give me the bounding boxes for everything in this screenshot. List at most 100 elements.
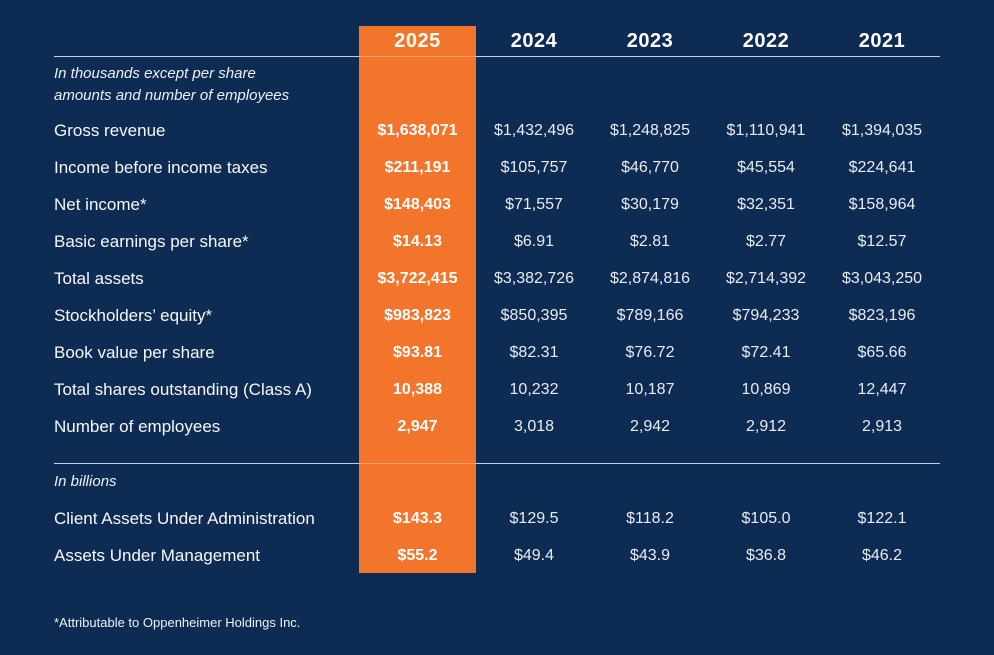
row-label: Number of employees — [54, 416, 221, 436]
value-cell-2023: $76.72 — [625, 343, 675, 361]
table-row-employees: Number of employees 2,947 3,018 2,942 2,… — [54, 408, 940, 445]
section2-note: In billions — [54, 472, 117, 490]
value-cell-2025: $14.13 — [393, 232, 442, 250]
table-row-shares-outstanding: Total shares outstanding (Class A) 10,38… — [54, 371, 940, 408]
value-cell-2024: $6.91 — [513, 232, 555, 250]
table-row-total-assets: Total assets $3,722,415 $3,382,726 $2,87… — [54, 260, 940, 297]
row-label: Net income* — [54, 194, 147, 214]
value-cell-2025: $211,191 — [384, 158, 451, 176]
year-header-row: 2025 2024 2023 2022 2021 — [54, 26, 940, 57]
year-header-2022: 2022 — [742, 30, 790, 52]
table-row-book-value: Book value per share $93.81 $82.31 $76.7… — [54, 334, 940, 371]
value-cell-2025: $3,722,415 — [377, 269, 458, 287]
value-cell-2023: $2,874,816 — [609, 269, 691, 287]
value-cell-2024: $1,432,496 — [493, 121, 575, 139]
section-rule-right — [476, 463, 940, 464]
value-cell-2025: $983,823 — [384, 306, 451, 324]
value-cell-2024: 3,018 — [513, 417, 555, 435]
value-cell-2023: $43.9 — [629, 546, 671, 564]
row-label: Client Assets Under Administration — [54, 508, 315, 528]
value-cell-2022: 10,869 — [741, 380, 791, 398]
value-cell-2021: $122.1 — [857, 509, 907, 527]
value-cell-2025: 10,388 — [393, 380, 442, 398]
value-cell-2021: $1,394,035 — [841, 121, 923, 139]
value-cell-2021: $823,196 — [848, 306, 916, 324]
year-header-2023: 2023 — [626, 30, 674, 52]
footnote: *Attributable to Oppenheimer Holdings In… — [54, 615, 301, 630]
table-row-stockholders-equity: Stockholders’ equity* $983,823 $850,395 … — [54, 297, 940, 334]
table-row-gross-revenue: Gross revenue $1,638,071 $1,432,496 $1,2… — [54, 112, 940, 149]
value-cell-2022: 2,912 — [745, 417, 787, 435]
section1-note-line1: In thousands except per share — [54, 64, 256, 82]
section-gap — [54, 445, 940, 463]
value-cell-2021: $46.2 — [861, 546, 903, 564]
value-cell-2023: $1,248,825 — [609, 121, 691, 139]
table-row-income-before-taxes: Income before income taxes $211,191 $105… — [54, 149, 940, 186]
table-row-basic-eps: Basic earnings per share* $14.13 $6.91 $… — [54, 223, 940, 260]
year-header-2021: 2021 — [858, 30, 906, 52]
value-cell-2024: $3,382,726 — [493, 269, 575, 287]
summary-table: 2025 2024 2023 2022 2021 In thousands ex… — [54, 26, 940, 574]
value-cell-2021: 12,447 — [857, 380, 907, 398]
value-cell-2022: $1,110,941 — [726, 121, 806, 139]
value-cell-2022: $36.8 — [745, 546, 787, 564]
section-rule-left — [54, 463, 359, 464]
value-cell-2021: $224,641 — [848, 158, 916, 176]
value-cell-2025: $1,638,071 — [377, 121, 458, 139]
value-cell-2023: $118.2 — [626, 509, 674, 527]
value-cell-2021: $3,043,250 — [841, 269, 923, 287]
table-row-assets-under-mgmt: Assets Under Management $55.2 $49.4 $43.… — [54, 537, 940, 574]
header-rule-over-highlight — [359, 56, 476, 57]
value-cell-2023: 2,942 — [629, 417, 671, 435]
value-cell-2022: $105.0 — [741, 509, 791, 527]
header-rule-right — [476, 56, 940, 57]
table-row-client-assets-admin: Client Assets Under Administration $143.… — [54, 500, 940, 537]
value-cell-2021: $65.66 — [857, 343, 907, 361]
value-cell-2022: $2.77 — [745, 232, 787, 250]
value-cell-2024: $850,395 — [500, 306, 568, 324]
value-cell-2022: $45,554 — [737, 158, 795, 176]
value-cell-2023: $789,166 — [616, 306, 684, 324]
value-cell-2023: 10,187 — [625, 380, 675, 398]
section-rule-over-highlight — [359, 463, 476, 464]
section1-note-line2: amounts and number of employees — [54, 86, 290, 104]
value-cell-2024: $82.31 — [509, 343, 559, 361]
value-cell-2021: 2,913 — [861, 417, 903, 435]
value-cell-2025: $148,403 — [384, 195, 451, 213]
section1-note: In thousands except per share amounts an… — [54, 63, 359, 107]
value-cell-2025: $93.81 — [393, 343, 442, 361]
row-label: Total assets — [54, 268, 144, 288]
value-cell-2023: $30,179 — [621, 195, 679, 213]
row-label: Income before income taxes — [54, 157, 268, 177]
row-label: Stockholders’ equity* — [54, 305, 213, 325]
section1-note-row: In thousands except per share amounts an… — [54, 57, 940, 112]
value-cell-2022: $72.41 — [741, 343, 791, 361]
row-label: Book value per share — [54, 342, 215, 362]
highlight-column-2025 — [359, 26, 476, 573]
value-cell-2023: $46,770 — [621, 158, 679, 176]
year-header-2025: 2025 — [394, 30, 441, 52]
year-header-2024: 2024 — [510, 30, 558, 52]
value-cell-2021: $158,964 — [848, 195, 916, 213]
row-label: Total shares outstanding (Class A) — [54, 379, 312, 399]
value-cell-2024: $49.4 — [513, 546, 555, 564]
table-row-net-income: Net income* $148,403 $71,557 $30,179 $32… — [54, 186, 940, 223]
section2-note-row: In billions — [54, 463, 940, 500]
row-label: Basic earnings per share* — [54, 231, 249, 251]
value-cell-2022: $2,714,392 — [725, 269, 807, 287]
value-cell-2021: $12.57 — [857, 232, 907, 250]
value-cell-2024: 10,232 — [509, 380, 559, 398]
value-cell-2025: $55.2 — [397, 546, 438, 564]
value-cell-2025: $143.3 — [393, 509, 442, 527]
value-cell-2023: $2.81 — [629, 232, 671, 250]
value-cell-2024: $71,557 — [505, 195, 563, 213]
value-cell-2022: $794,233 — [732, 306, 800, 324]
row-label: Gross revenue — [54, 120, 166, 140]
value-cell-2024: $105,757 — [500, 158, 568, 176]
row-label: Assets Under Management — [54, 545, 260, 565]
value-cell-2022: $32,351 — [737, 195, 795, 213]
header-rule-left — [54, 56, 359, 57]
value-cell-2025: 2,947 — [397, 417, 438, 435]
value-cell-2024: $129.5 — [509, 509, 559, 527]
